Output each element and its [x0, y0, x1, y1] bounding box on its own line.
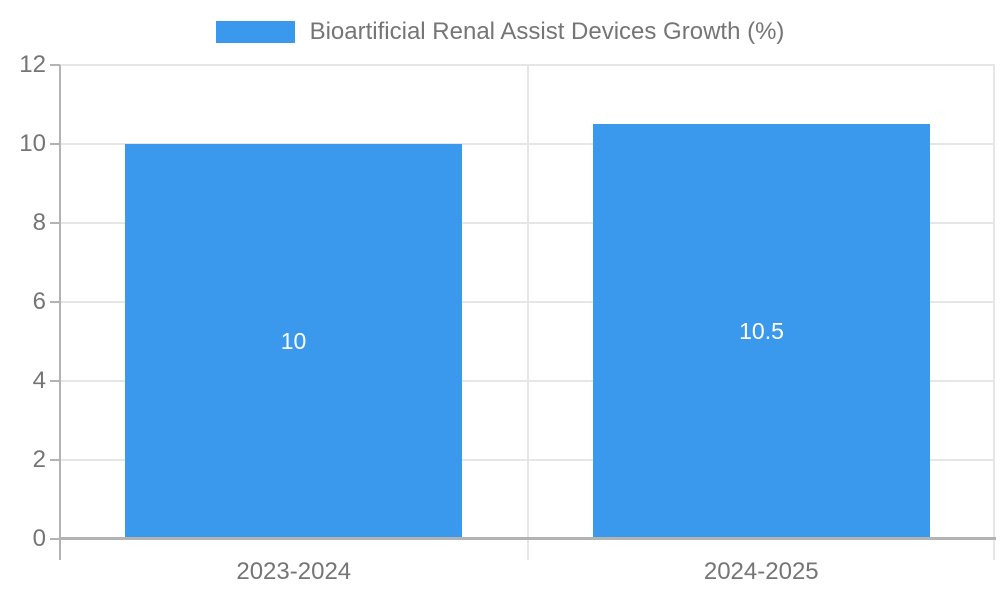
y-axis-tick	[50, 143, 60, 145]
y-axis-tick	[50, 380, 60, 382]
plot-area: 10 10.5	[50, 64, 995, 560]
gridline-vertical	[527, 65, 529, 560]
chart-legend: Bioartificial Renal Assist Devices Growt…	[0, 16, 1000, 48]
y-axis-label: 6	[32, 288, 46, 315]
y-axis-tick	[50, 301, 60, 303]
y-axis-label: 12	[19, 51, 46, 78]
gridline-vertical	[993, 65, 995, 560]
y-axis-label: 4	[32, 367, 46, 394]
bar-value-label: 10.5	[739, 318, 784, 344]
y-axis-tick	[50, 459, 60, 461]
y-axis-tick	[50, 64, 60, 66]
x-axis-label: 2023-2024	[236, 558, 352, 585]
x-axis-line	[59, 537, 996, 540]
bar-2023-2024: 10	[125, 144, 462, 539]
bar-value-label: 10	[280, 328, 307, 354]
y-axis-tick	[50, 538, 60, 540]
y-axis-label: 0	[32, 525, 46, 552]
y-axis-label: 10	[19, 130, 46, 157]
x-axis-label: 2024-2025	[703, 558, 819, 585]
legend-swatch	[215, 21, 295, 43]
y-axis-label: 2	[32, 446, 46, 473]
y-axis-label: 8	[32, 209, 46, 236]
y-axis-tick	[50, 222, 60, 224]
bar-2024-2025: 10.5	[593, 124, 930, 539]
y-axis-line	[59, 65, 61, 560]
legend-label: Bioartificial Renal Assist Devices Growt…	[309, 18, 785, 45]
